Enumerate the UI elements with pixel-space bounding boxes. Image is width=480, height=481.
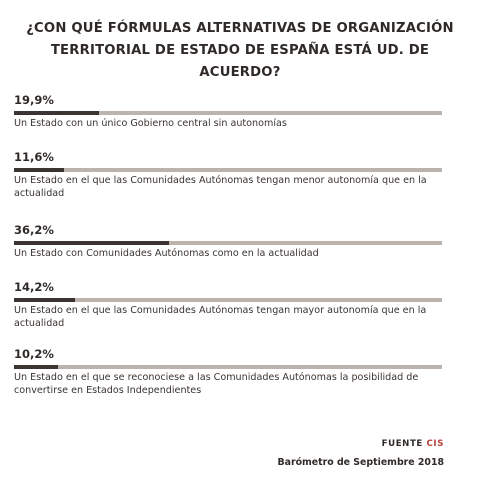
bar (14, 111, 100, 115)
bar (14, 241, 169, 245)
bar (14, 168, 64, 172)
bar-value-label: 11,6% (14, 150, 54, 164)
category-label: Un Estado en el que se reconociese a las… (14, 372, 419, 396)
source-line: FUENTE CIS (382, 439, 444, 449)
bar-item: 36,2% Un Estado con Comunidades Autónomas… (14, 223, 442, 261)
category-label: Un Estado en el que las Comunidades Autó… (14, 175, 427, 199)
bar-item: 11,6% Un Estado en el que las Comunidades… (14, 150, 442, 200)
bar-value-label: 10,2% (14, 347, 54, 361)
bar-item: 19,9% Un Estado con un único Gobierno cen… (14, 93, 442, 131)
bar-track (14, 365, 442, 369)
bar (14, 298, 75, 302)
bar-track (14, 241, 442, 245)
source-prefix: FUENTE (381, 439, 423, 449)
bar (14, 365, 58, 369)
category-label: Un Estado con un único Gobierno central … (14, 118, 287, 129)
bar-value-label: 36,2% (14, 223, 54, 237)
bar-value-label: 14,2% (14, 280, 54, 294)
bar-value-label: 19,9% (14, 93, 54, 107)
survey-subtitle: Barómetro de Septiembre 2018 (277, 457, 445, 468)
chart-title: ¿CON QUÉ FÓRMULAS ALTERNATIVAS DE ORGANI… (26, 21, 454, 80)
bar-track (14, 111, 442, 115)
bar-track (14, 168, 442, 172)
bar-item: 10,2% Un Estado en el que se reconociese … (14, 347, 442, 397)
category-label: Un Estado en el que las Comunidades Autó… (14, 305, 427, 329)
category-label: Un Estado con Comunidades Autónomas como… (14, 248, 319, 259)
source-name: CIS (426, 439, 444, 449)
bar-track (14, 298, 442, 302)
bar-item: 14,2% Un Estado en el que las Comunidades… (14, 280, 442, 330)
